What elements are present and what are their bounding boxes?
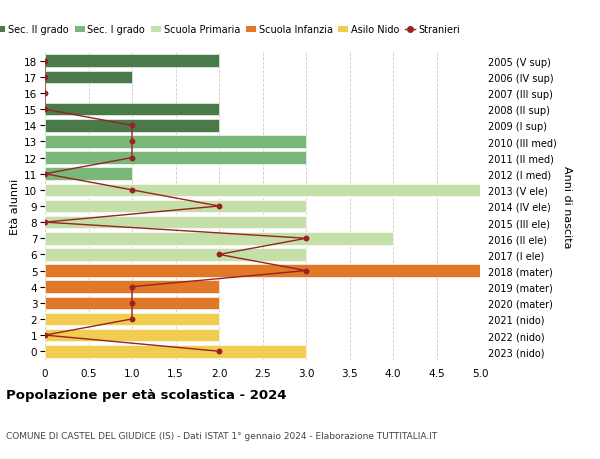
Point — [40, 171, 50, 178]
Y-axis label: Età alunni: Età alunni — [10, 179, 20, 235]
Point — [40, 58, 50, 65]
Point — [127, 299, 137, 307]
Bar — [45, 72, 132, 84]
Bar — [45, 249, 306, 261]
Text: COMUNE DI CASTEL DEL GIUDICE (IS) - Dati ISTAT 1° gennaio 2024 - Elaborazione TU: COMUNE DI CASTEL DEL GIUDICE (IS) - Dati… — [6, 431, 437, 441]
Bar — [45, 313, 219, 325]
Point — [40, 332, 50, 339]
Point — [40, 90, 50, 97]
Point — [127, 187, 137, 194]
Bar — [45, 297, 219, 309]
Bar — [45, 232, 393, 245]
Bar — [45, 345, 306, 358]
Point — [40, 74, 50, 81]
Bar — [45, 120, 219, 132]
Point — [127, 123, 137, 130]
Point — [127, 155, 137, 162]
Bar — [45, 56, 219, 68]
Bar — [45, 104, 219, 116]
Point — [127, 283, 137, 291]
Text: Popolazione per età scolastica - 2024: Popolazione per età scolastica - 2024 — [6, 388, 287, 401]
Y-axis label: Anni di nascita: Anni di nascita — [562, 165, 572, 248]
Bar — [45, 329, 219, 341]
Point — [301, 235, 311, 242]
Bar — [45, 168, 132, 181]
Bar — [45, 281, 219, 293]
Point — [214, 251, 224, 258]
Legend: Sec. II grado, Sec. I grado, Scuola Primaria, Scuola Infanzia, Asilo Nido, Stran: Sec. II grado, Sec. I grado, Scuola Prim… — [0, 25, 460, 35]
Bar — [45, 200, 306, 213]
Point — [214, 348, 224, 355]
Point — [127, 139, 137, 146]
Point — [301, 267, 311, 274]
Point — [127, 316, 137, 323]
Bar — [45, 184, 480, 197]
Bar — [45, 152, 306, 164]
Bar — [45, 136, 306, 148]
Point — [214, 203, 224, 210]
Bar — [45, 265, 480, 277]
Point — [40, 219, 50, 226]
Point — [40, 106, 50, 114]
Bar — [45, 216, 306, 229]
